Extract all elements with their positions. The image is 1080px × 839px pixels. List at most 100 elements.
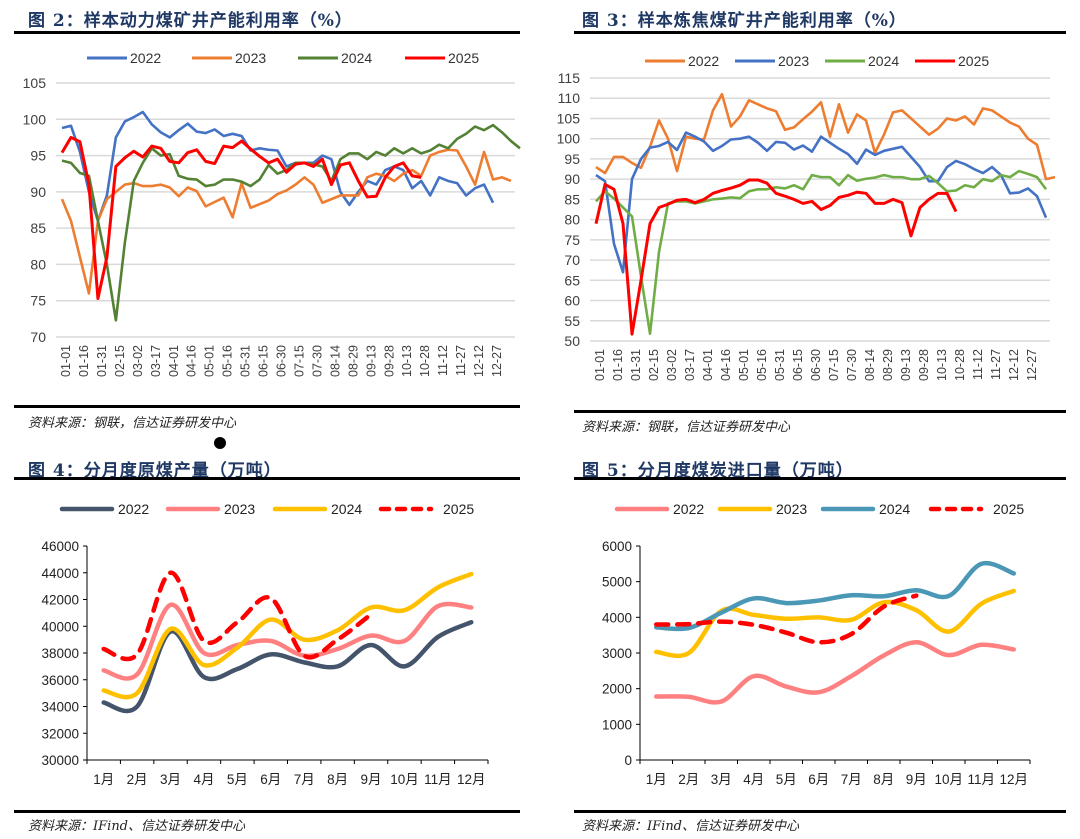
x-tick-label: 02-15 (113, 345, 127, 377)
y-tick-label: 100 (23, 111, 47, 127)
x-tick-label: 12月 (457, 772, 486, 787)
x-tick-label: 08-29 (881, 349, 895, 381)
x-tick-label: 01-31 (95, 345, 109, 377)
x-tick-label: 08-29 (346, 345, 360, 377)
x-tick-label: 6月 (808, 772, 829, 787)
y-tick-label: 42000 (41, 593, 79, 608)
legend-label-2025: 2025 (958, 53, 989, 69)
figure-2-source: 资料来源：钢联，信达证券研发中心 (28, 416, 237, 431)
x-tick-label: 11-27 (989, 349, 1003, 380)
series-line-2022 (595, 92, 1056, 181)
series-line-2025 (60, 135, 422, 301)
figure-4-title: 图 4：分月度原煤产量（万吨） (28, 461, 282, 481)
x-tick-label: 8月 (873, 772, 894, 787)
x-tick-label: 06-15 (257, 345, 271, 377)
x-tick-label: 04-01 (167, 345, 181, 377)
y-tick-label: 5000 (602, 575, 632, 590)
y-tick-label: 95 (564, 151, 580, 167)
x-tick-label: 09-28 (382, 345, 396, 377)
y-tick-label: 85 (30, 220, 46, 236)
x-tick-label: 2月 (678, 772, 699, 787)
x-tick-label: 7月 (294, 772, 315, 787)
y-tick-label: 70 (564, 252, 580, 268)
y-tick-label: 105 (23, 75, 47, 91)
x-tick-label: 05-01 (737, 349, 751, 381)
x-tick-label: 01-16 (77, 345, 91, 377)
x-tick-label: 3月 (160, 772, 181, 787)
figure-5-source: 资料来源：IFind、信达证券研发中心 (582, 819, 800, 834)
figure-4-source-rule (14, 810, 520, 813)
legend-label-2023: 2023 (778, 53, 809, 69)
x-tick-label: 12-27 (1025, 349, 1039, 381)
x-tick-label: 03-02 (665, 349, 679, 381)
x-tick-label: 04-16 (719, 349, 733, 381)
x-tick-label: 07-30 (310, 345, 324, 377)
y-tick-label: 0 (624, 753, 632, 768)
y-tick-label: 44000 (41, 566, 79, 581)
y-tick-label: 75 (30, 293, 46, 309)
y-tick-label: 90 (564, 171, 580, 187)
x-tick-label: 4月 (193, 772, 214, 787)
series-line-2022 (101, 619, 474, 714)
x-tick-label: 12-27 (490, 345, 504, 377)
x-tick-label: 5月 (227, 772, 248, 787)
x-tick-label: 07-15 (827, 349, 841, 381)
x-tick-label: 12-12 (472, 345, 486, 377)
series-line-2024 (595, 169, 1048, 336)
x-tick-label: 1月 (93, 772, 114, 787)
x-tick-label: 3月 (711, 772, 732, 787)
y-tick-label: 4000 (602, 610, 632, 625)
x-tick-label: 04-01 (701, 349, 715, 381)
y-tick-label: 95 (30, 148, 46, 164)
x-tick-label: 5月 (776, 772, 797, 787)
y-tick-label: 40000 (41, 619, 79, 634)
legend-label-2024: 2024 (331, 501, 362, 517)
x-tick-label: 10-28 (418, 345, 432, 377)
x-tick-label: 11月 (967, 772, 995, 787)
series-line-2022 (61, 110, 495, 223)
x-tick-label: 7月 (841, 772, 862, 787)
figure-4-title-rule (14, 477, 520, 480)
series-line-2025 (594, 178, 958, 336)
y-tick-label: 80 (30, 256, 46, 272)
figure-5-chart: 2022 2023 2024 2025 0 1000 2000 3000 4000 5000 600… (602, 501, 1031, 787)
x-tick-label: 2月 (127, 772, 148, 787)
figure-2-title-rule (14, 31, 520, 34)
x-tick-label: 08-14 (863, 349, 877, 381)
figure-3-title: 图 3：样本炼焦煤矿井产能利用率（%） (582, 11, 907, 31)
figure-5-title-rule (574, 477, 1066, 480)
legend-label-2023: 2023 (235, 50, 266, 66)
x-tick-label: 02-15 (647, 349, 661, 381)
series-line-2023 (101, 601, 474, 681)
x-tick-label: 01-01 (59, 345, 73, 377)
series-line-2023 (60, 148, 512, 295)
figure-3-source: 资料来源：钢联，信达证券研发中心 (582, 420, 791, 435)
y-tick-label: 75 (564, 232, 580, 248)
x-tick-label: 01-01 (593, 349, 607, 381)
y-tick-label: 1000 (602, 717, 632, 732)
x-tick-label: 4月 (743, 772, 764, 787)
x-tick-label: 9月 (361, 772, 382, 787)
y-tick-label: 3000 (602, 646, 632, 661)
figure-5-title: 图 5：分月度煤炭进口量（万吨） (582, 461, 854, 481)
x-tick-label: 10月 (390, 772, 419, 787)
y-tick-label: 100 (557, 131, 581, 147)
x-tick-label: 03-17 (149, 345, 163, 377)
x-tick-label: 9月 (906, 772, 927, 787)
figure-3-title-rule (574, 31, 1066, 34)
x-tick-label: 10-13 (400, 345, 414, 377)
y-tick-label: 115 (558, 70, 581, 86)
x-tick-label: 12-12 (1007, 349, 1021, 381)
y-tick-label: 38000 (41, 646, 79, 661)
y-tick-label: 60 (564, 293, 580, 309)
x-tick-label: 05-31 (239, 345, 253, 377)
x-tick-label: 03-02 (131, 345, 145, 377)
x-tick-label: 12月 (999, 772, 1028, 787)
y-tick-label: 110 (558, 90, 581, 106)
figure-4-chart: 2022 2023 2024 2025 30000 32000 34000 36000 3800… (41, 501, 489, 787)
x-tick-label: 05-16 (221, 345, 235, 377)
x-tick-label: 06-15 (791, 349, 805, 381)
y-tick-label: 6000 (602, 539, 632, 554)
y-tick-label: 65 (564, 272, 580, 288)
x-tick-label: 10-28 (953, 349, 967, 381)
